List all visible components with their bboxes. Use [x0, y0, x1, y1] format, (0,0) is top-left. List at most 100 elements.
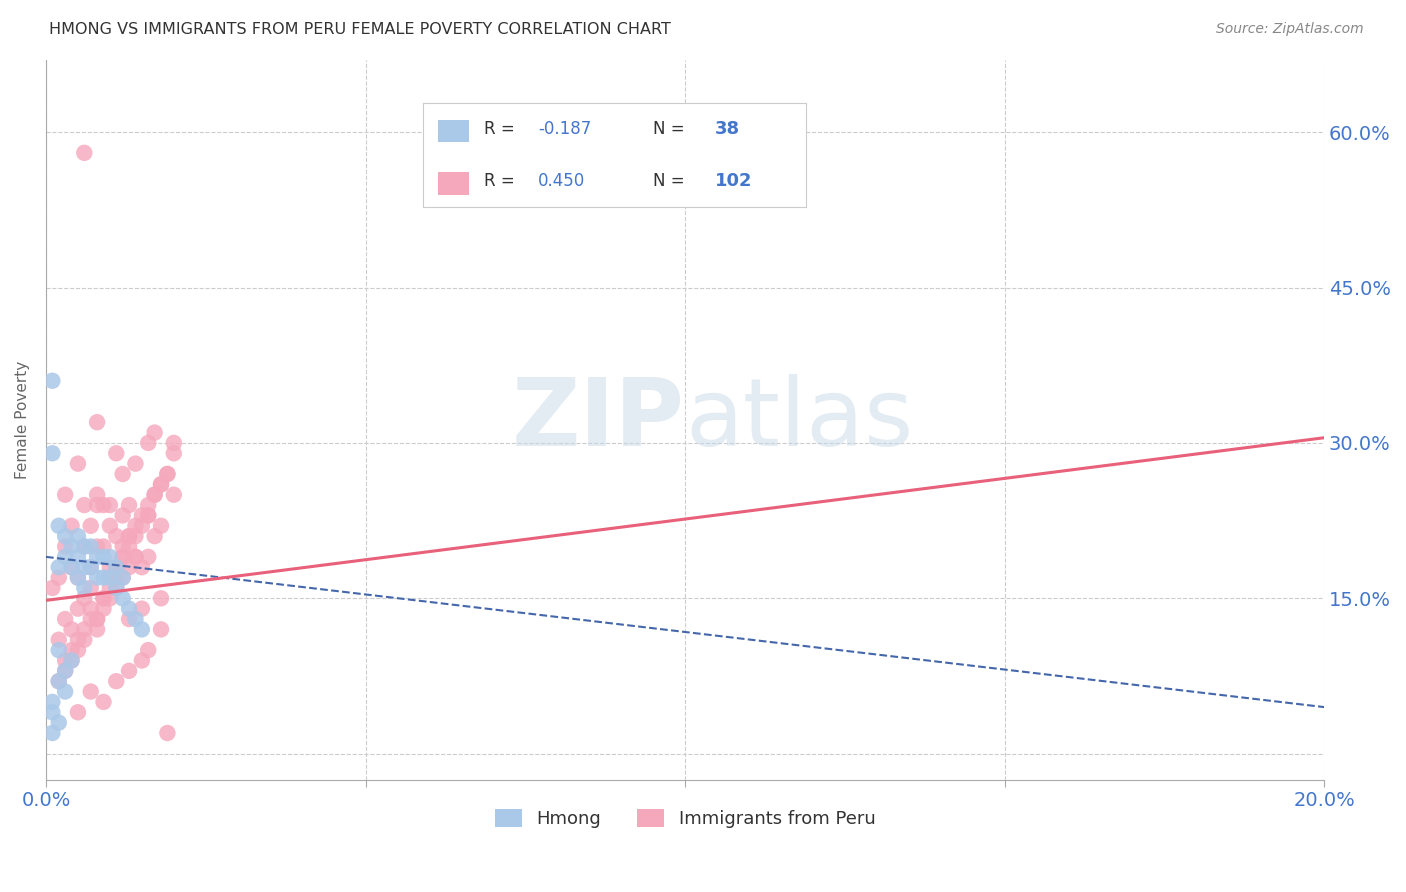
Text: atlas: atlas	[685, 374, 914, 466]
Point	[41, 446, 63, 460]
Point	[66, 632, 89, 647]
Point	[124, 518, 146, 533]
Point	[53, 529, 76, 543]
Point	[98, 498, 121, 512]
Legend: Hmong, Immigrants from Peru: Hmong, Immigrants from Peru	[488, 802, 883, 836]
Point	[66, 571, 89, 585]
Point	[118, 601, 141, 615]
Point	[93, 540, 115, 554]
Point	[105, 560, 128, 574]
Point	[93, 498, 115, 512]
Point	[48, 571, 70, 585]
Point	[124, 549, 146, 564]
Point	[41, 706, 63, 720]
Point	[98, 571, 121, 585]
Point	[80, 560, 103, 574]
Point	[111, 467, 134, 481]
Point	[53, 664, 76, 678]
Point	[163, 436, 186, 450]
Point	[143, 488, 166, 502]
Point	[163, 446, 186, 460]
Point	[136, 508, 159, 523]
Point	[80, 518, 103, 533]
Point	[80, 684, 103, 698]
Point	[98, 571, 121, 585]
Point	[53, 540, 76, 554]
Point	[93, 571, 115, 585]
Point	[86, 498, 108, 512]
Point	[93, 549, 115, 564]
Point	[163, 488, 186, 502]
Point	[98, 549, 121, 564]
Point	[131, 518, 153, 533]
Point	[143, 488, 166, 502]
Point	[86, 612, 108, 626]
Point	[105, 529, 128, 543]
Point	[73, 581, 96, 595]
Point	[86, 549, 108, 564]
Point	[111, 508, 134, 523]
Point	[48, 674, 70, 689]
Point	[118, 498, 141, 512]
Point	[105, 674, 128, 689]
Point	[98, 518, 121, 533]
Point	[60, 560, 83, 574]
Point	[80, 601, 103, 615]
Point	[66, 529, 89, 543]
Point	[41, 374, 63, 388]
Point	[124, 549, 146, 564]
Point	[80, 581, 103, 595]
Point	[156, 467, 179, 481]
Point	[80, 540, 103, 554]
Point	[111, 549, 134, 564]
Point	[41, 726, 63, 740]
Point	[73, 560, 96, 574]
Point	[53, 612, 76, 626]
Point	[86, 623, 108, 637]
Text: ZIP: ZIP	[512, 374, 685, 466]
Point	[150, 518, 173, 533]
Point	[60, 540, 83, 554]
Point	[105, 560, 128, 574]
Point	[73, 540, 96, 554]
Point	[111, 591, 134, 606]
Point	[73, 591, 96, 606]
Point	[111, 549, 134, 564]
Point	[93, 695, 115, 709]
Point	[131, 508, 153, 523]
Point	[60, 560, 83, 574]
Point	[150, 623, 173, 637]
Point	[105, 571, 128, 585]
Point	[53, 664, 76, 678]
Point	[48, 560, 70, 574]
Point	[93, 591, 115, 606]
Y-axis label: Female Poverty: Female Poverty	[15, 360, 30, 479]
Point	[136, 508, 159, 523]
Point	[124, 529, 146, 543]
Point	[86, 488, 108, 502]
Point	[150, 591, 173, 606]
Point	[66, 643, 89, 657]
Point	[53, 653, 76, 667]
Point	[105, 446, 128, 460]
Point	[150, 477, 173, 491]
Point	[105, 560, 128, 574]
Point	[111, 540, 134, 554]
Point	[143, 529, 166, 543]
Point	[136, 498, 159, 512]
Point	[98, 591, 121, 606]
Point	[118, 529, 141, 543]
Point	[111, 571, 134, 585]
Point	[98, 581, 121, 595]
Point	[118, 529, 141, 543]
Point	[48, 643, 70, 657]
Point	[156, 467, 179, 481]
Point	[60, 623, 83, 637]
Point	[80, 612, 103, 626]
Point	[124, 612, 146, 626]
Point	[136, 436, 159, 450]
Point	[131, 653, 153, 667]
Point	[124, 457, 146, 471]
Point	[98, 560, 121, 574]
Point	[118, 612, 141, 626]
